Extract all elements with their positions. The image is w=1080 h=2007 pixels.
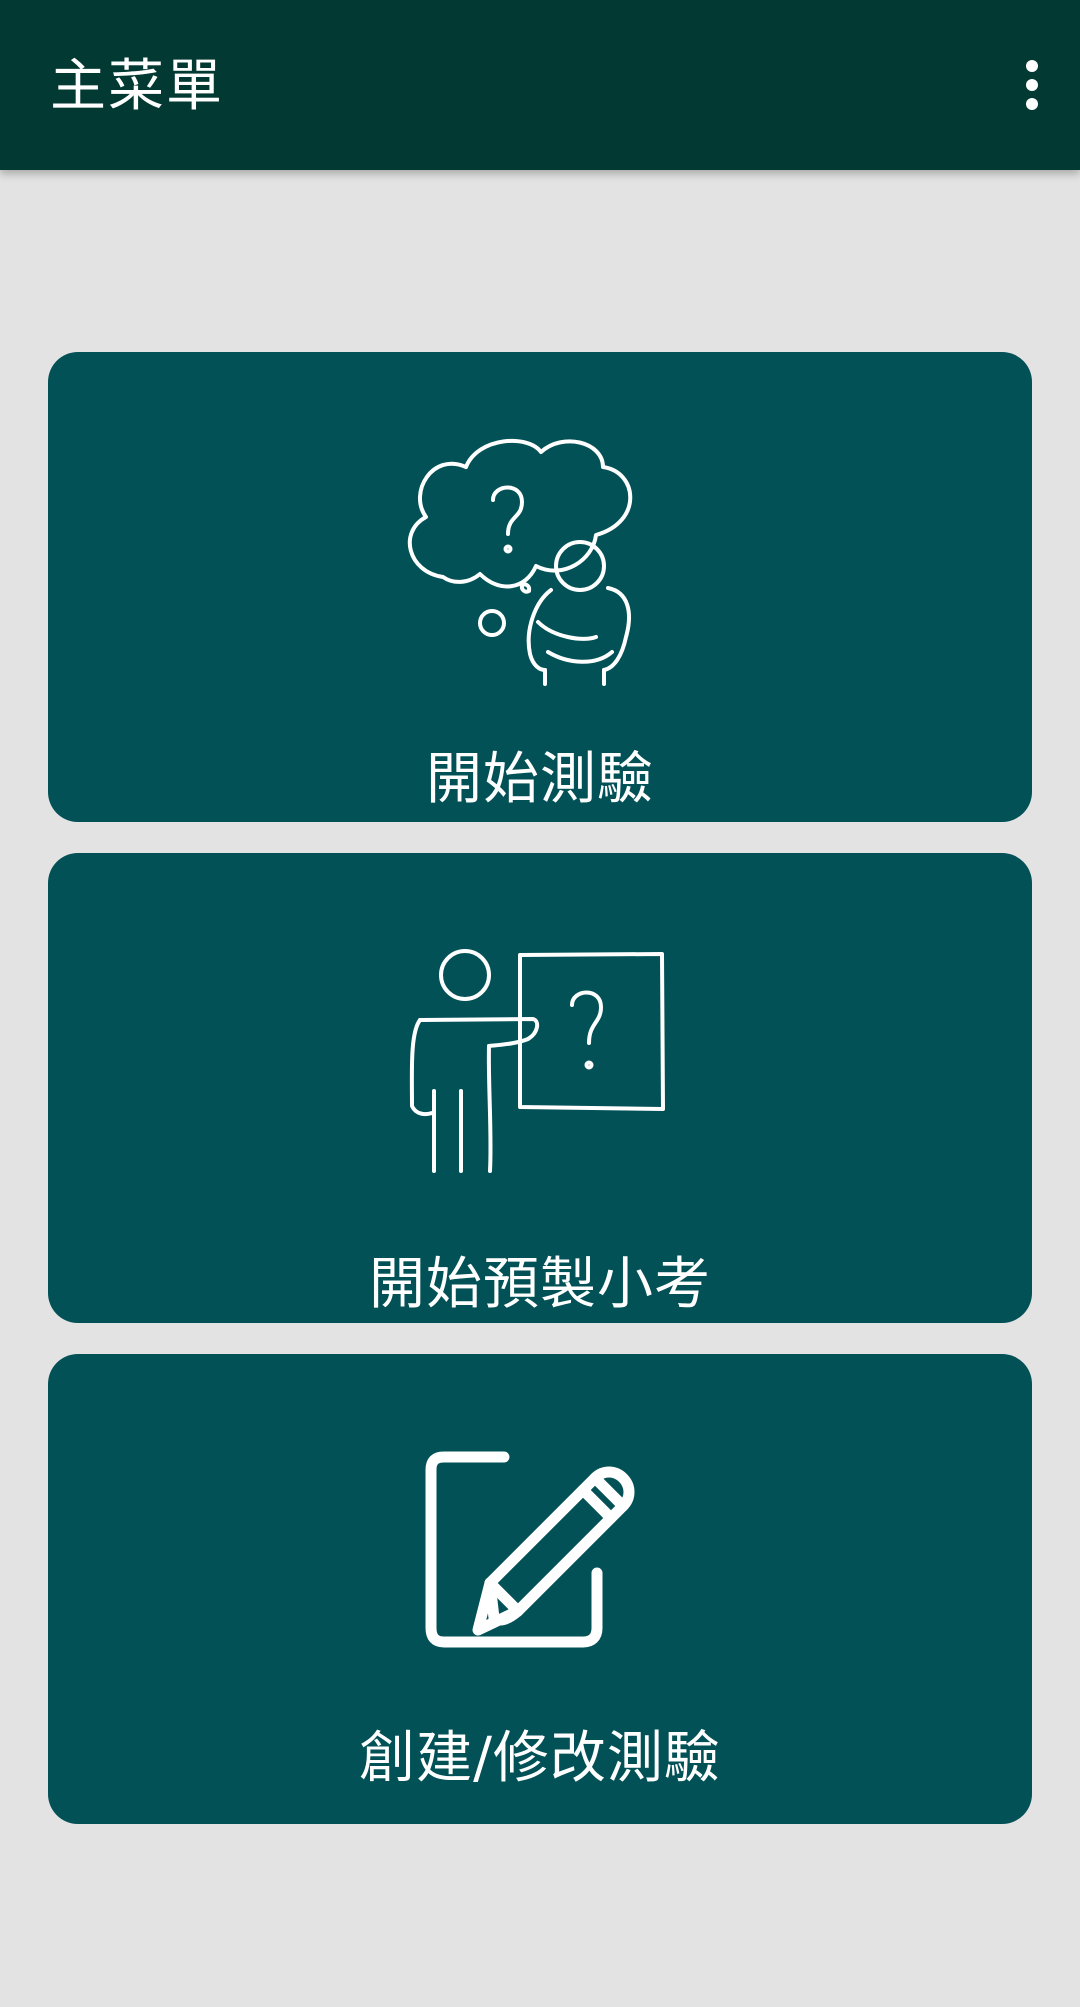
teacher-board-icon [409, 949, 665, 1173]
app-bar: 主菜單 [0, 0, 1080, 170]
page-title: 主菜單 [50, 54, 224, 119]
start-prebuilt-quiz-card[interactable]: 開始預製小考 [48, 853, 1032, 1323]
create-edit-quiz-card[interactable]: 創建/修改測驗 [48, 1354, 1032, 1824]
start-quiz-card[interactable]: 開始測驗 [48, 352, 1032, 822]
start-prebuilt-quiz-label: 開始預製小考 [369, 1252, 711, 1317]
more-vert-icon [1026, 60, 1038, 72]
create-edit-quiz-label: 創建/修改測驗 [359, 1726, 721, 1791]
thinking-person-icon [407, 438, 633, 686]
start-quiz-label: 開始測驗 [426, 747, 654, 812]
edit-icon [425, 1451, 635, 1648]
overflow-menu-button[interactable] [992, 45, 1072, 125]
